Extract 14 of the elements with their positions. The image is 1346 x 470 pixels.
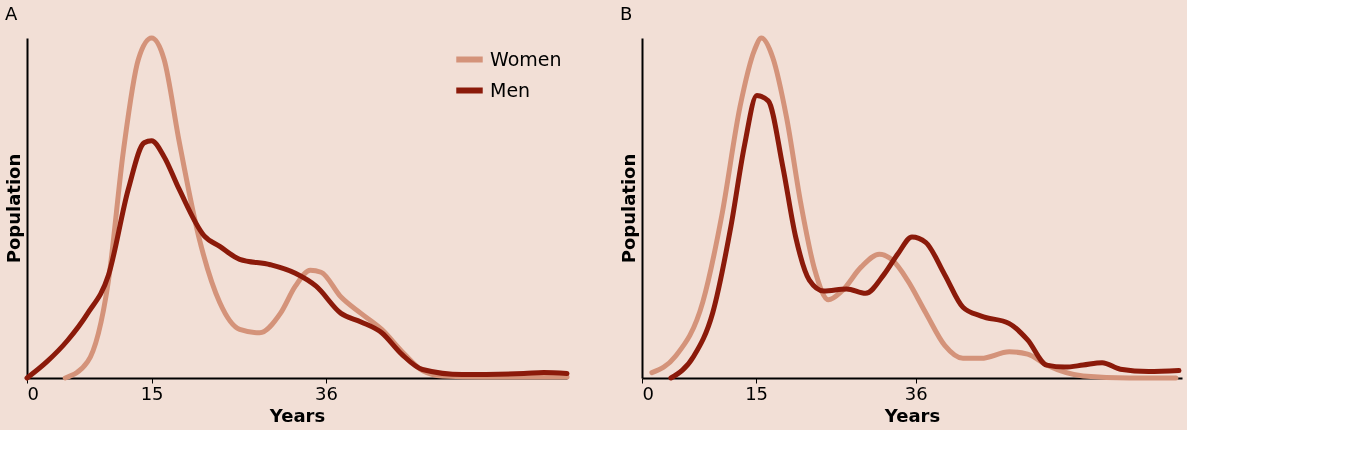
legend-label: Women	[490, 47, 562, 70]
y-axis-title: Population	[2, 153, 24, 264]
x-tick-label: 36	[904, 382, 928, 404]
y-axis-title: Population	[617, 153, 639, 264]
x-axis-title: Years	[883, 404, 941, 426]
chart-title: B	[620, 2, 633, 24]
x-tick-label: 15	[745, 382, 769, 404]
x-tick-label: 15	[140, 382, 164, 404]
chart-title: A	[5, 2, 18, 24]
x-tick-label: 0	[27, 382, 39, 404]
x-tick-label: 0	[642, 382, 654, 404]
x-tick-label: 36	[315, 382, 339, 404]
x-axis-title: Years	[268, 404, 326, 426]
legend-label: Men	[490, 78, 531, 101]
